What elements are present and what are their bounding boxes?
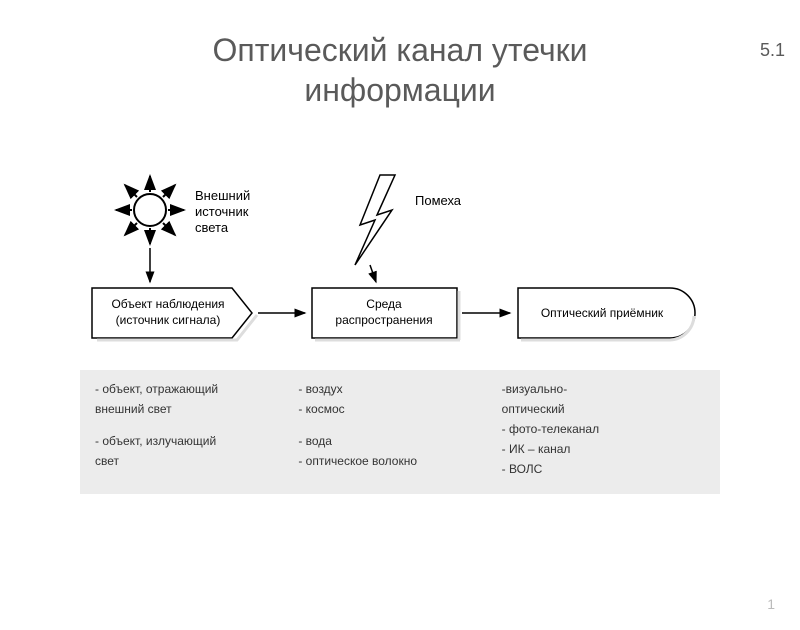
title-line-1: Оптический канал утечки [213, 32, 588, 68]
box2-line2: распространения [335, 313, 432, 327]
box1-line1: Объект наблюдения [111, 297, 224, 311]
c3g2r2: - ВОЛС [502, 460, 705, 478]
c1g1r2: внешний свет [95, 400, 298, 418]
c2g2r2: - оптическое волокно [298, 452, 501, 470]
page-number-bottom: 1 [767, 596, 775, 612]
lightning-icon [355, 175, 395, 265]
sun-label-3: света [195, 220, 229, 235]
c3g1r3: - фото-телеканал [502, 420, 705, 438]
box-object-observation: Объект наблюдения (источник сигнала) [92, 288, 257, 340]
box2-line1: Среда [366, 297, 402, 311]
page-number-top: 5.1 [760, 40, 785, 61]
box3-text: Оптический приёмник [541, 306, 664, 320]
c2g2r1: - вода [298, 432, 501, 450]
c3g1r1: -визуально- [502, 380, 705, 398]
table-col-2: - воздух - космос - вода - оптическое во… [298, 380, 501, 480]
box1-line2: (источник сигнала) [116, 313, 221, 327]
c3g2r1: - ИК – канал [502, 440, 705, 458]
sun-icon [116, 176, 184, 244]
title-line-2: информации [304, 72, 495, 108]
interference-label: Помеха [415, 193, 462, 208]
c3g1r2: оптический [502, 400, 705, 418]
diagram: Внешний источник света Помеха Объект наб… [80, 170, 720, 380]
c2g1r1: - воздух [298, 380, 501, 398]
examples-table: - объект, отражающий внешний свет - объе… [80, 370, 720, 494]
c1g2r2: свет [95, 452, 298, 470]
arrow-lightning-down [370, 265, 376, 282]
box-medium: Среда распространения [312, 288, 460, 340]
c1g2r1: - объект, излучающий [95, 432, 298, 450]
sun-label-2: источник [195, 204, 249, 219]
table-col-1: - объект, отражающий внешний свет - объе… [95, 380, 298, 480]
page-title: Оптический канал утечки информации [0, 30, 800, 110]
c1g1r1: - объект, отражающий [95, 380, 298, 398]
table-col-3: -визуально- оптический - фото-телеканал … [502, 380, 705, 480]
c2g1r2: - космос [298, 400, 501, 418]
box-receiver: Оптический приёмник [518, 288, 695, 340]
sun-label-1: Внешний [195, 188, 250, 203]
